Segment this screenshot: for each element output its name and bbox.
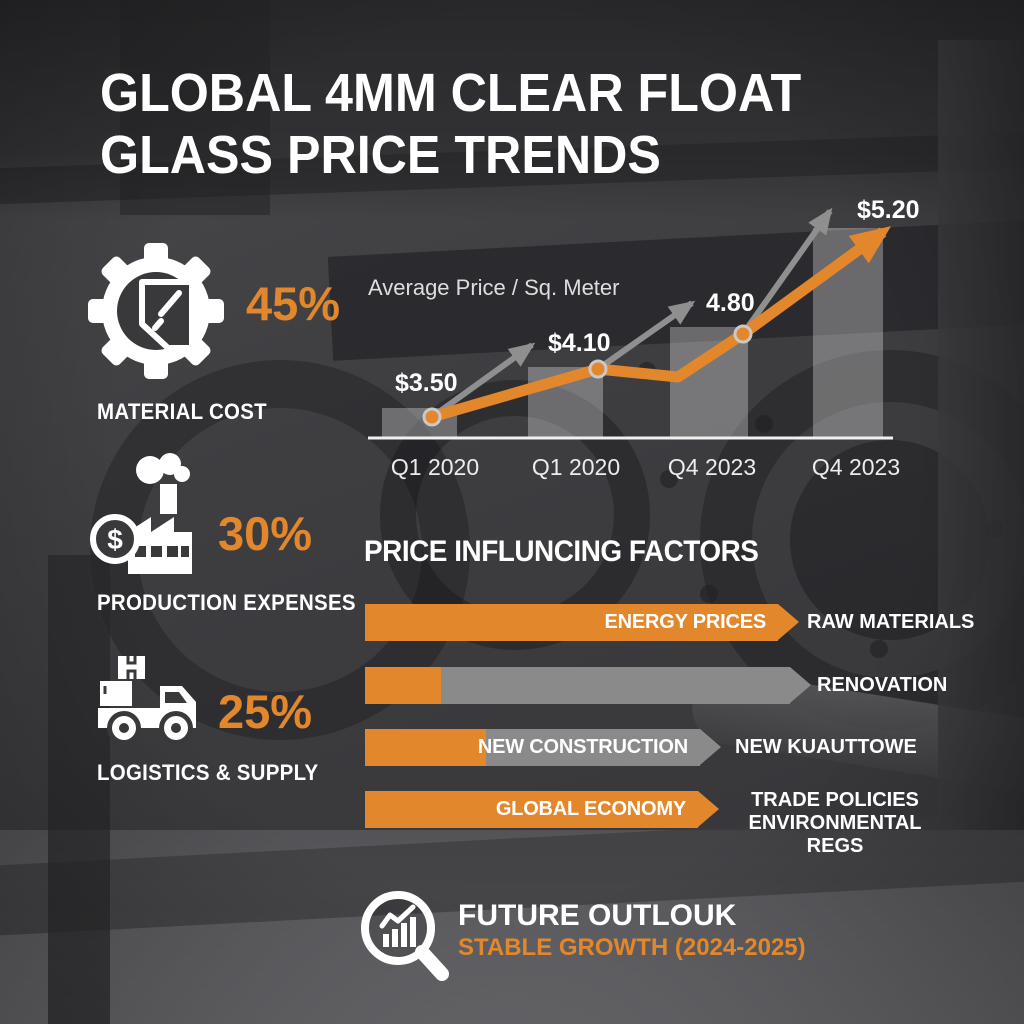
background-bolt — [755, 415, 773, 433]
x-axis-label-2: Q1 2020 — [532, 454, 620, 480]
arrow-tip-icon — [790, 667, 811, 703]
gear-glass-icon — [88, 243, 224, 379]
factor-bar-label: ENERGY PRICES — [604, 611, 766, 633]
price-point-3 — [733, 324, 753, 344]
price-line — [430, 226, 892, 423]
outlook-subtitle: STABLE GROWTH (2024-2025) — [458, 934, 806, 961]
stat-label-production-expenses: PRODUCTION EXPENSES — [97, 590, 356, 615]
background-post — [48, 555, 110, 1024]
factor-right-label-line2: ENVIRONMENTAL REGS — [748, 812, 922, 857]
factor-right-label-renovation: RENOVATION — [817, 674, 948, 696]
factor-bar-energy-prices: ENERGY PRICES — [365, 604, 799, 641]
factor-bar-renovation-orange — [365, 667, 441, 704]
factors-heading: PRICE INFLUNCING FACTORS — [364, 535, 759, 568]
page-title-line2: GLASS PRICE TRENDS — [100, 125, 661, 186]
stat-value-logistics: 25% — [218, 685, 313, 738]
chart-caption: Average Price / Sq. Meter — [368, 275, 620, 300]
price-label-1: $3.50 — [395, 369, 458, 397]
price-point-1 — [422, 407, 442, 427]
arrow-tip-icon — [698, 791, 719, 827]
x-axis-label-1: Q1 2020 — [391, 454, 479, 480]
truck-icon — [98, 656, 196, 745]
gray-trend-arrow-1 — [430, 342, 536, 420]
gray-trend-arrow-2 — [596, 300, 696, 372]
arrow-tip-icon — [700, 729, 721, 765]
stat-value-material-cost: 45% — [246, 277, 341, 330]
stat-label-material-cost: MATERIAL COST — [97, 399, 267, 424]
price-label-2: $4.10 — [548, 329, 611, 357]
price-point-2 — [588, 359, 608, 379]
background-bolt — [660, 470, 678, 488]
dollar-glyph: $ — [107, 524, 123, 555]
background-bolt — [870, 640, 888, 658]
factor-bar-new-construction: NEW CONSTRUCTION — [478, 729, 721, 766]
factor-bar-label: GLOBAL ECONOMY — [495, 798, 686, 820]
page-title: GLOBAL 4MM CLEAR FLOAT GLASS PRICE TREND… — [100, 62, 801, 186]
price-trend-chart: Average Price / Sq. Meter $3.50 $4.10 4.… — [368, 196, 920, 480]
price-label-3: 4.80 — [706, 289, 755, 317]
gray-trend-arrow-3 — [740, 207, 833, 336]
factor-bar-renovation-gray — [441, 667, 811, 704]
page-title-line1: GLOBAL 4MM CLEAR FLOAT — [100, 63, 802, 123]
x-axis-label-3: Q4 2023 — [668, 454, 756, 480]
x-axis-label-4: Q4 2023 — [812, 454, 900, 480]
factory-dollar-icon: $ — [90, 453, 192, 574]
price-label-4: $5.20 — [857, 196, 920, 224]
factor-right-label-new: NEW KUAUTTOWE — [735, 736, 917, 758]
factor-right-label-line1: TRADE POLICIES — [751, 789, 919, 811]
stat-label-logistics: LOGISTICS & SUPPLY — [97, 760, 319, 785]
factor-bar-global-economy: GLOBAL ECONOMY — [365, 791, 719, 828]
outlook-title: FUTURE OUTLOUK — [458, 899, 737, 932]
factor-right-label-raw-materials: RAW MATERIALS — [807, 611, 975, 633]
factor-right-label-policies: TRADE POLICIES ENVIRONMENTAL REGS — [732, 789, 938, 858]
factor-bar-construction-orange — [365, 729, 486, 766]
background-post — [938, 40, 1024, 830]
stat-value-production-expenses: 30% — [218, 507, 313, 560]
factor-bar-label: NEW CONSTRUCTION — [477, 736, 688, 758]
arrow-tip-icon — [778, 604, 799, 640]
background-bolt — [700, 585, 718, 603]
magnifier-chart-icon — [361, 891, 449, 981]
